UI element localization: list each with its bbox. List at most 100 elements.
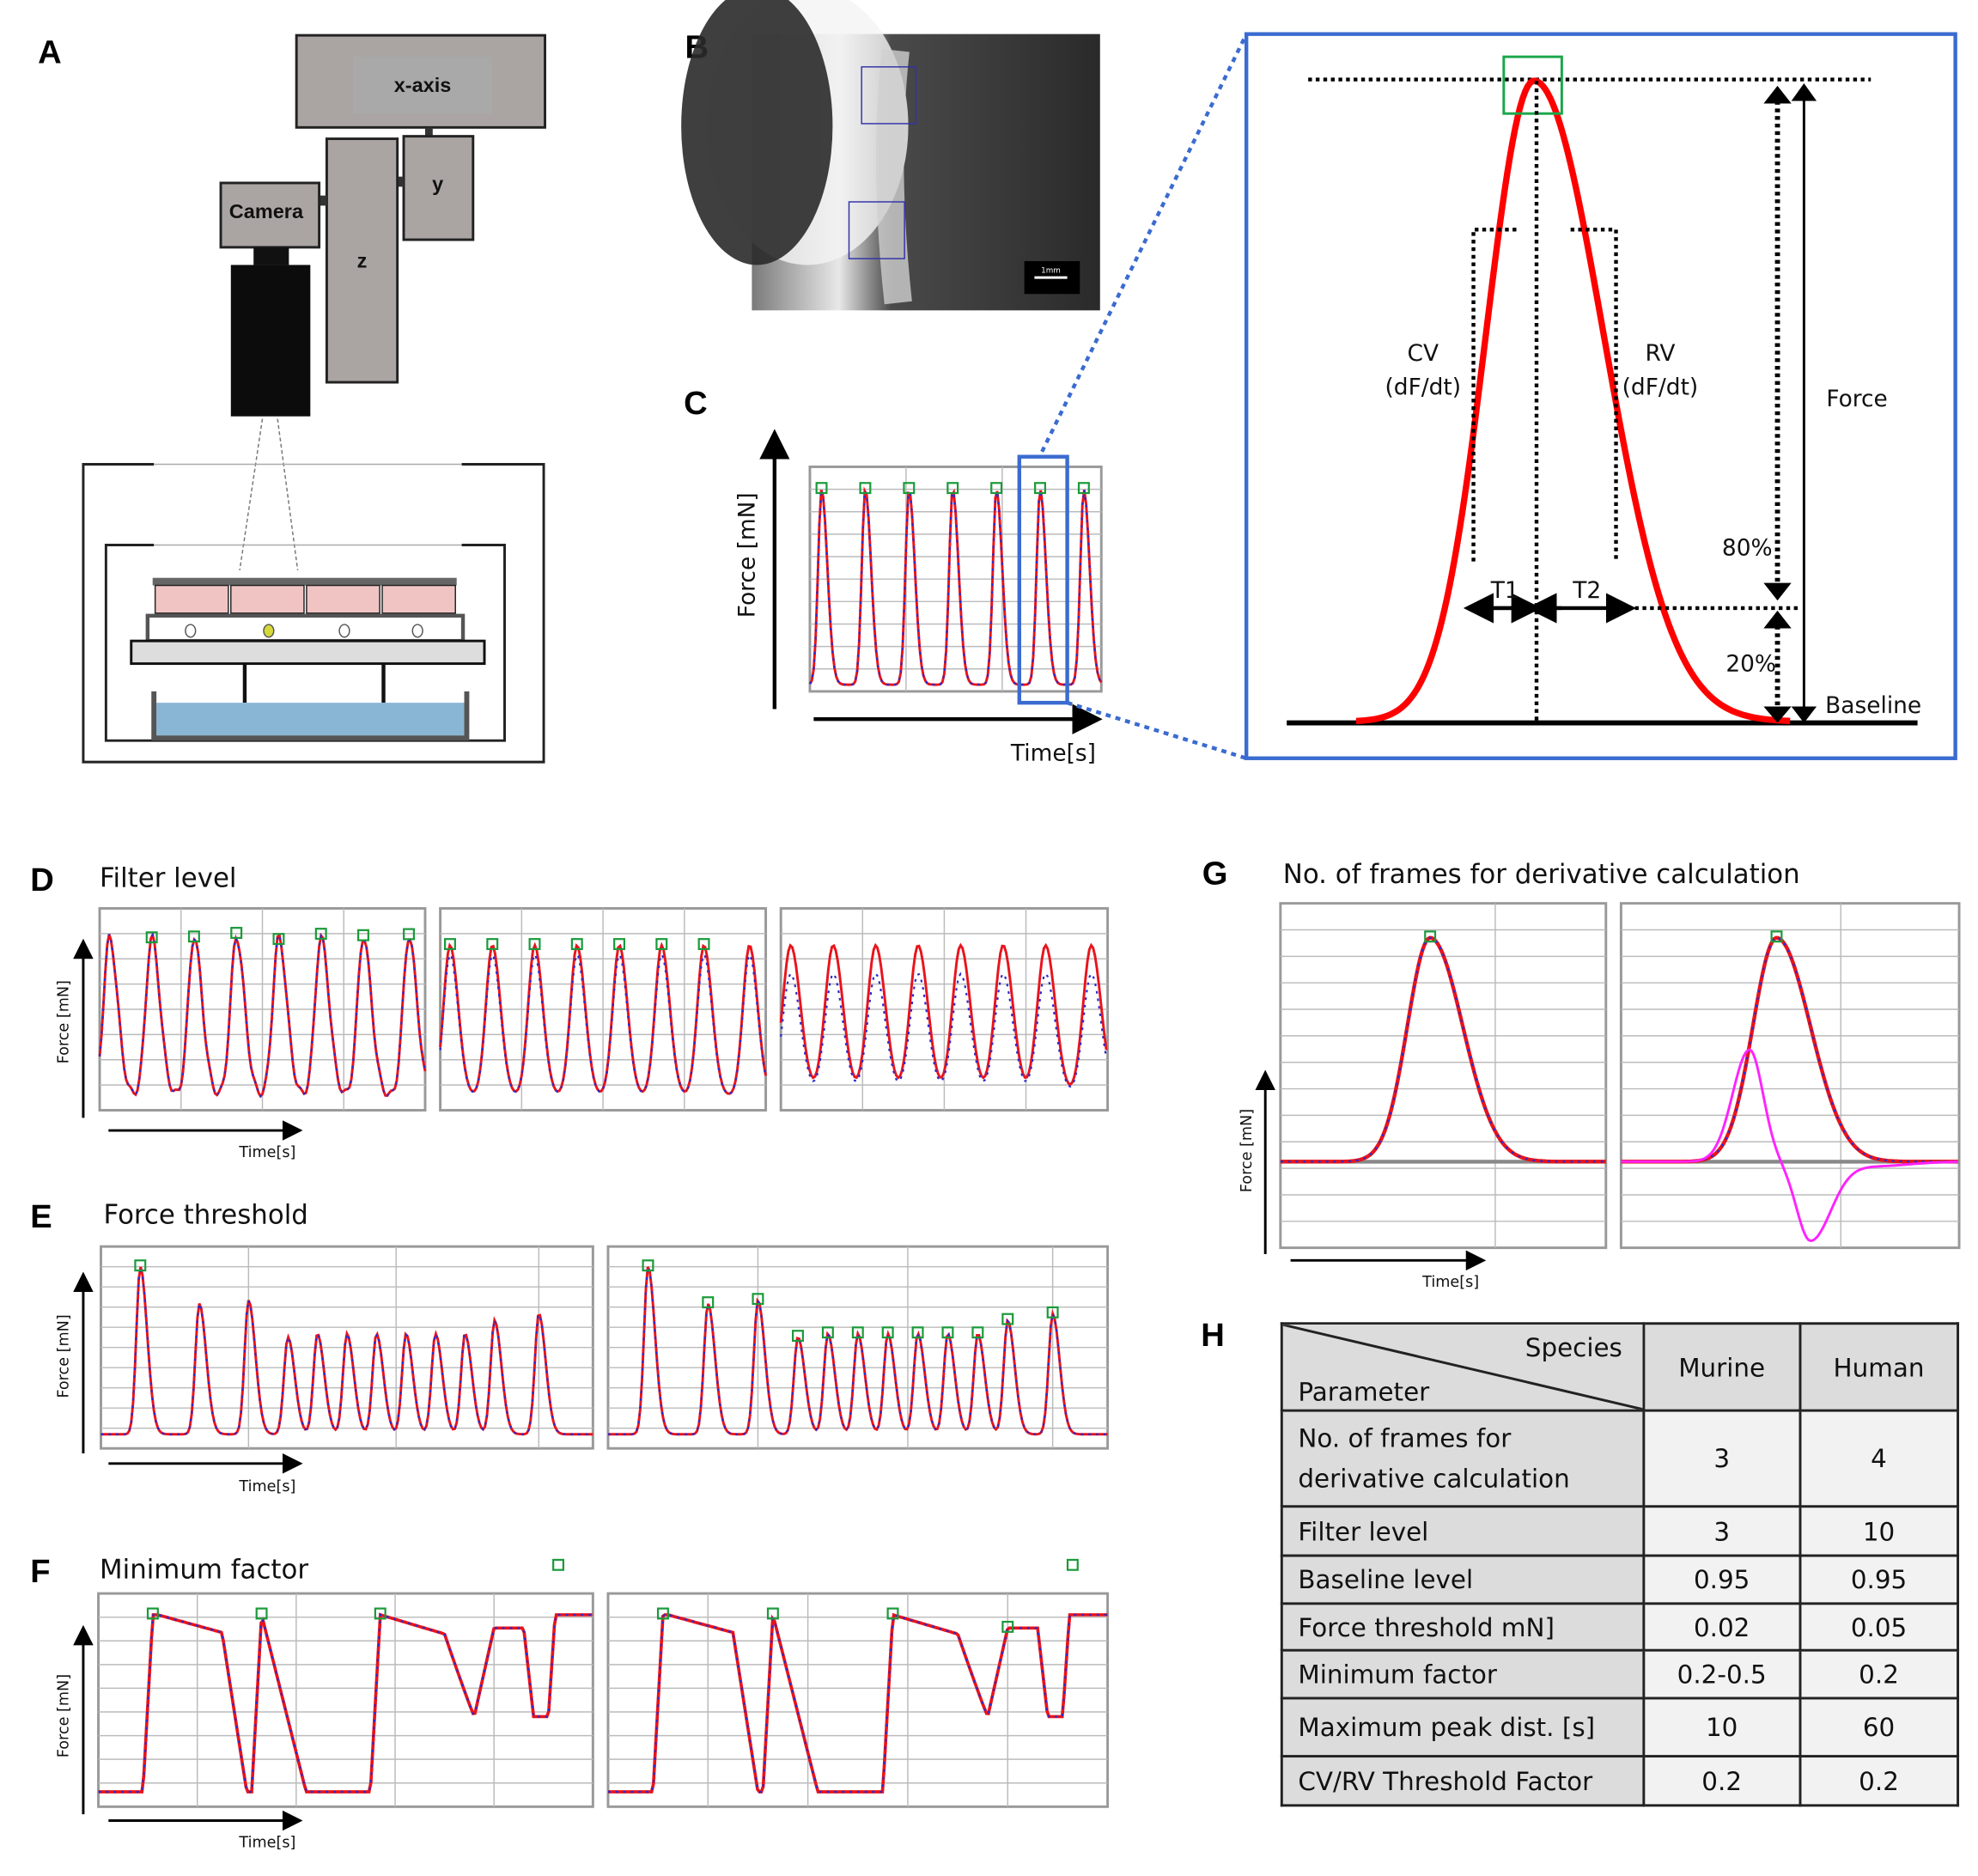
force-trace-plot-c (808, 465, 1103, 693)
c-xlabel: Time[s] (1010, 740, 1096, 767)
rv-unit: (dF/dt) (1622, 375, 1699, 401)
peak-marker (134, 1259, 147, 1272)
filtered-trace (1280, 936, 1606, 1163)
param-cell: Maximum peak dist. [s] (1280, 1696, 1646, 1758)
camera-box (219, 181, 321, 249)
peak-marker (146, 1607, 159, 1620)
c-ylabel: Force [mN] (733, 492, 760, 618)
force-trace (607, 1266, 1108, 1436)
selected-peak-box (1017, 454, 1069, 705)
filtered-trace (1621, 936, 1958, 1163)
murine-cell: 3 (1642, 1409, 1801, 1508)
t1-label: T1 (1490, 577, 1519, 604)
peak-marker (444, 938, 456, 951)
murine-cell: 10 (1642, 1696, 1801, 1758)
panel-label-d: D (30, 862, 54, 898)
peak-marker (655, 938, 668, 951)
peak-marker (403, 928, 416, 941)
peak-marker (272, 933, 285, 946)
d-ylabel: Force [mN] (55, 980, 72, 1063)
z-label: z (357, 249, 368, 271)
scale-bar-label: 1mm (1041, 266, 1061, 275)
species-header: Species (1525, 1332, 1622, 1363)
derivative-frames-plot-1 (1279, 902, 1608, 1250)
plot-frame (1619, 902, 1961, 1250)
peak-marker (1502, 55, 1563, 115)
parameter-table: Species Parameter Murine Human No. of fr… (1280, 1322, 1960, 1807)
peak-marker (1001, 1313, 1014, 1325)
param-cell: Minimum factor (1280, 1648, 1646, 1700)
table-row: No. of frames for derivative calculation… (1280, 1409, 1960, 1508)
peak-marker (357, 929, 369, 941)
camera-body (230, 265, 311, 417)
peak-marker (1066, 1558, 1079, 1571)
d-xlabel: Time[s] (238, 1144, 295, 1161)
table-row: Force threshold mN] 0.02 0.05 (1280, 1602, 1960, 1652)
param-cell: Force threshold mN] (1280, 1602, 1646, 1652)
label-20-percent: 20% (1725, 650, 1776, 677)
panel-b: B 1mm (681, 0, 1100, 311)
panel-g: G No. of frames for derivative calculati… (1202, 856, 1961, 1291)
baseline-label: Baseline (1825, 692, 1921, 719)
force-threshold-plot-2 (606, 1245, 1110, 1450)
peak-marker (903, 482, 916, 495)
peak-marker (1001, 1620, 1014, 1633)
t2-label: T2 (1572, 577, 1601, 604)
peak-marker (613, 938, 626, 951)
panel-label-a: A (38, 34, 62, 70)
force-trace (439, 941, 768, 1095)
murine-cell: 0.95 (1642, 1554, 1801, 1605)
peak-marker (642, 1259, 654, 1272)
g-title: No. of frames for derivative calculation (1283, 859, 1800, 890)
filter-level-plot-2 (439, 907, 768, 1112)
panel-label-c: C (684, 385, 708, 422)
murine-cell: 0.2-0.5 (1642, 1648, 1801, 1700)
peak-marker (851, 1326, 864, 1339)
e-title: Force threshold (103, 1200, 307, 1231)
filtered-trace (809, 487, 1103, 686)
filtered-trace (607, 1613, 1108, 1794)
table-row: Baseline level 0.95 0.95 (1280, 1554, 1960, 1605)
peak-marker (1770, 930, 1783, 943)
table-header-row: Species Parameter Murine Human (1280, 1322, 1960, 1412)
table-row: Maximum peak dist. [s] 10 60 (1280, 1696, 1960, 1758)
peak-marker (528, 938, 541, 951)
f-title: Minimum factor (100, 1554, 308, 1585)
z-stage (325, 137, 399, 384)
table-row: Filter level 3 10 (1280, 1505, 1960, 1557)
peak-marker (1046, 1306, 1059, 1319)
param-cell: Baseline level (1280, 1554, 1646, 1605)
murine-cell: 3 (1642, 1505, 1801, 1557)
derivative-trace (1621, 1048, 1958, 1242)
peak-marker (815, 482, 828, 495)
peak-marker (766, 1607, 779, 1620)
peak-marker (821, 1326, 834, 1339)
filter-level-plot-1 (98, 907, 427, 1112)
g-xlabel: Time[s] (1421, 1274, 1479, 1291)
param-cell: Filter level (1280, 1505, 1646, 1557)
param-cell: CV/RV Threshold Factor (1280, 1755, 1646, 1807)
panel-label-e: E (30, 1198, 52, 1235)
peak-marker (971, 1326, 984, 1339)
force-label: Force (1826, 386, 1888, 412)
murine-cell: 0.02 (1642, 1602, 1801, 1652)
well-plate (152, 577, 457, 614)
peak-marker (946, 482, 959, 495)
plot-frame (1279, 902, 1608, 1250)
filter-level-plot-3 (779, 907, 1110, 1112)
force-trace (779, 942, 1108, 1087)
water-bath (156, 703, 465, 736)
e-xlabel: Time[s] (238, 1478, 295, 1495)
g-ylabel: Force [mN] (1239, 1109, 1256, 1192)
panel-d: D Filter level Force [mN] Time[s] (30, 862, 1110, 1161)
peak-marker (792, 1330, 804, 1343)
peak-marker (486, 938, 499, 951)
table-row: CV/RV Threshold Factor 0.2 0.2 (1280, 1755, 1960, 1807)
peak-marker (145, 931, 158, 944)
minimum-factor-plot-2 (606, 1558, 1110, 1808)
plot-frame (606, 1592, 1110, 1808)
corner-header-cell: Species Parameter (1280, 1322, 1646, 1412)
peak-marker (881, 1326, 894, 1339)
column-header-murine: Murine (1642, 1322, 1801, 1412)
